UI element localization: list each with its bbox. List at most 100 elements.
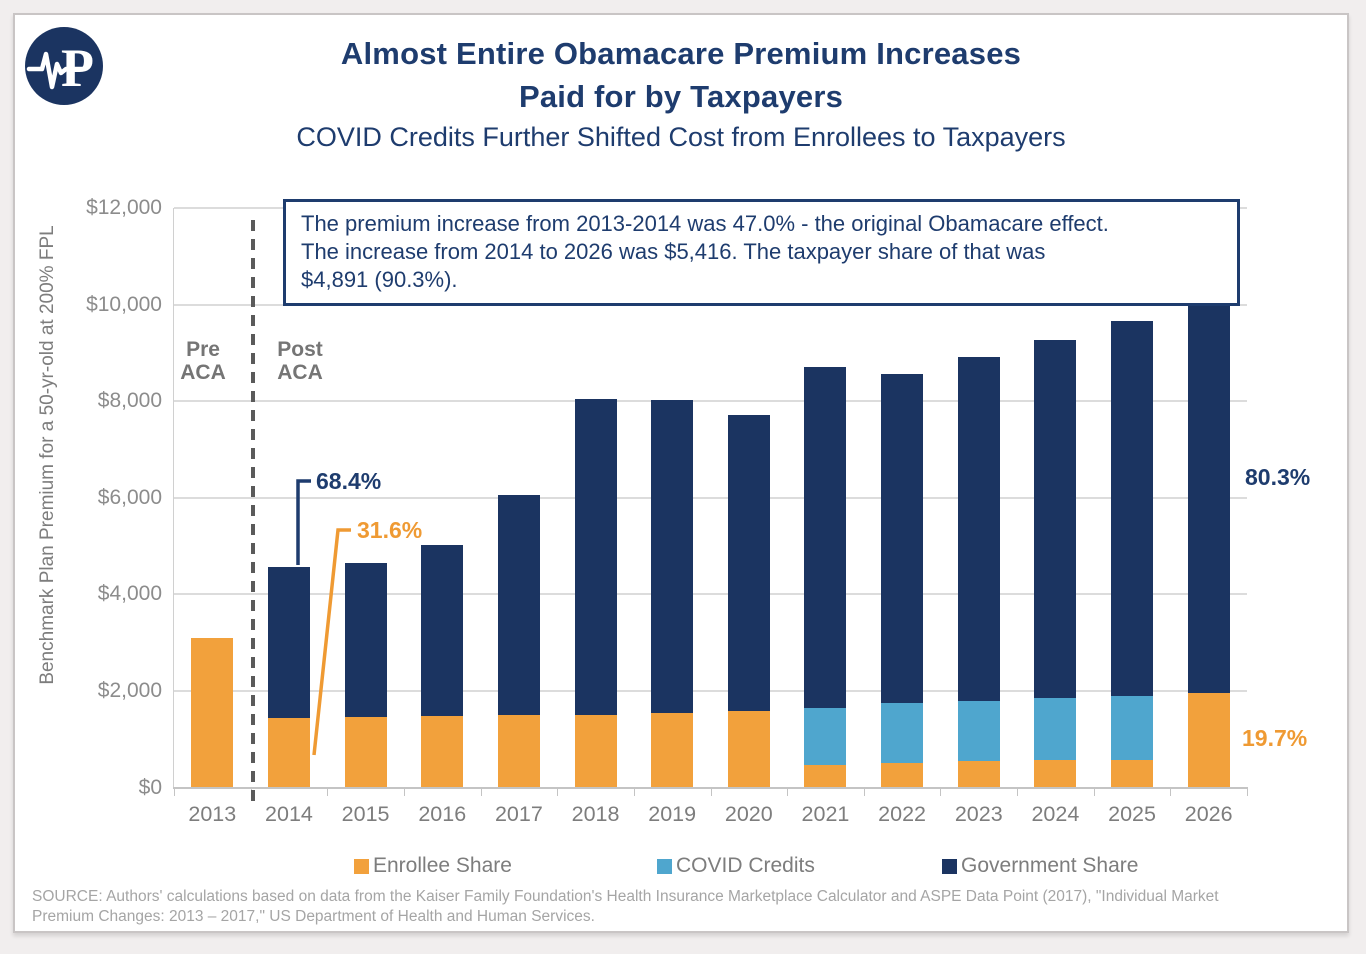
- x-axis-tick-2: [327, 789, 329, 796]
- pre-aca-line2: ACA: [180, 361, 226, 384]
- x-axis-label-2019: 2019: [648, 802, 697, 826]
- bar-2015-orange: [344, 716, 387, 788]
- bar-2022-orange: [881, 763, 924, 788]
- bar-2025-blue: [1111, 695, 1154, 760]
- annotation-box: The premium increase from 2013-2014 was …: [283, 199, 1240, 306]
- legend-swatch-navy: [942, 858, 957, 874]
- gridline-4000: [174, 593, 1247, 596]
- bar-2014-orange: [267, 717, 310, 788]
- y-axis-label-10000: $10,000: [86, 292, 162, 316]
- x-axis-tick-8: [787, 789, 789, 796]
- bar-2023-navy: [957, 357, 1000, 701]
- x-axis-label-2015: 2015: [341, 802, 390, 826]
- annotation-line3: $4,891 (90.3%).: [301, 267, 458, 292]
- legend-label-blue: COVID Credits: [676, 854, 815, 877]
- legend-label-navy: Government Share: [961, 854, 1139, 877]
- gridline-6000: [174, 496, 1247, 499]
- pre-post-aca-divider-line: [251, 220, 255, 802]
- ekg-pulse-icon: [26, 51, 86, 90]
- legend-swatch-blue: [657, 858, 672, 874]
- x-axis-tick-9: [863, 789, 865, 796]
- bar-2017-orange: [497, 715, 540, 788]
- gridline-2000: [174, 689, 1247, 692]
- legend-label-orange: Enrollee Share: [373, 854, 512, 877]
- x-axis-label-2023: 2023: [954, 802, 1003, 826]
- y-axis-label-0: $0: [138, 775, 162, 799]
- x-axis-tick-4: [480, 789, 482, 796]
- x-axis-tick-3: [403, 789, 405, 796]
- legend-item-orange: Enrollee Share: [354, 854, 512, 877]
- x-axis-label-2024: 2024: [1031, 802, 1080, 826]
- x-axis-tick-6: [633, 789, 635, 796]
- legend-swatch-orange: [354, 858, 369, 874]
- x-axis-tick-0: [174, 789, 175, 796]
- bar-2023-blue: [957, 700, 1000, 761]
- x-axis-tick-13: [1170, 789, 1172, 796]
- pre-aca-label: Pre ACA: [171, 338, 235, 384]
- enrollee-share-2026-label: 19.7%: [1242, 725, 1308, 751]
- bar-2022-blue: [881, 703, 924, 764]
- x-axis-tick-14: [1247, 789, 1248, 796]
- gridline-8000: [174, 400, 1247, 403]
- bar-2024-navy: [1034, 339, 1077, 698]
- x-axis-label-2013: 2013: [188, 802, 237, 826]
- gov-share-2014-label: 68.4%: [316, 468, 382, 494]
- bar-2016-navy: [421, 544, 464, 716]
- x-axis-tick-7: [710, 789, 712, 796]
- x-axis-label-2025: 2025: [1108, 802, 1156, 826]
- page-subtitle: COVID Credits Further Shifted Cost from …: [296, 122, 1066, 152]
- bar-2020-navy: [727, 414, 770, 711]
- post-aca-line1: Post: [277, 338, 323, 361]
- bar-2024-orange: [1034, 759, 1077, 788]
- bar-2015-navy: [344, 563, 387, 717]
- y-axis-line: [173, 208, 174, 788]
- x-axis-label-2020: 2020: [724, 802, 773, 826]
- pulse-point-logo: P: [25, 27, 103, 105]
- x-axis-label-2016: 2016: [418, 802, 467, 826]
- bar-2021-orange: [804, 764, 847, 788]
- bar-2018-navy: [574, 398, 617, 715]
- bar-2024-blue: [1034, 697, 1077, 760]
- y-axis-title: Benchmark Plan Premium for a 50-yr-old a…: [37, 225, 58, 685]
- gov-share-2026-label: 80.3%: [1245, 464, 1311, 490]
- logo-circle: [25, 27, 103, 105]
- x-axis-tick-12: [1093, 789, 1095, 796]
- chart-card: P Almost Entire Obamacare Premium Increa…: [13, 13, 1349, 933]
- x-axis-label-2022: 2022: [878, 802, 927, 826]
- bar-2017-navy: [497, 494, 540, 716]
- x-axis-tick-11: [1017, 789, 1019, 796]
- x-axis-label-2026: 2026: [1184, 802, 1233, 826]
- bar-2020-orange: [727, 710, 770, 788]
- y-axis-label-6000: $6,000: [97, 485, 162, 509]
- bar-2026-navy: [1187, 305, 1230, 693]
- page-title-line1: Almost Entire Obamacare Premium Increase…: [340, 36, 1022, 71]
- annotation-line2: The increase from 2014 to 2026 was $5,41…: [301, 239, 1046, 264]
- legend-item-blue: COVID Credits: [657, 854, 815, 877]
- bar-2016-orange: [421, 716, 464, 788]
- enrollee-share-2014-label: 31.6%: [357, 517, 423, 543]
- bar-2014-navy: [267, 567, 310, 718]
- page-title-line2: Paid for by Taxpayers: [518, 79, 844, 114]
- post-aca-line2: ACA: [277, 361, 323, 384]
- y-axis-label-4000: $4,000: [97, 582, 162, 606]
- bar-2021-navy: [804, 366, 847, 709]
- x-axis-tick-5: [557, 789, 559, 796]
- x-axis-label-2014: 2014: [265, 802, 313, 826]
- y-axis-label-2000: $2,000: [97, 678, 162, 702]
- bar-2021-blue: [804, 708, 847, 765]
- post-aca-label: Post ACA: [268, 338, 332, 384]
- bar-2025-orange: [1111, 759, 1154, 788]
- bar-2019-orange: [651, 713, 694, 788]
- legend-item-navy: Government Share: [942, 854, 1138, 877]
- source-note: SOURCE: Authors' calculations based on d…: [32, 887, 1332, 927]
- source-line1: SOURCE: Authors' calculations based on d…: [32, 888, 1219, 905]
- bar-2026-orange: [1187, 692, 1230, 788]
- callout-line-68-4: [296, 479, 311, 565]
- bar-2018-orange: [574, 714, 617, 788]
- pre-aca-line1: Pre: [186, 338, 220, 361]
- bar-2013-orange: [191, 637, 234, 788]
- x-axis-label-2018: 2018: [571, 802, 620, 826]
- x-axis-line: [173, 787, 1248, 789]
- y-axis-label-12000: $12,000: [86, 196, 162, 219]
- x-axis-tick-10: [940, 789, 942, 796]
